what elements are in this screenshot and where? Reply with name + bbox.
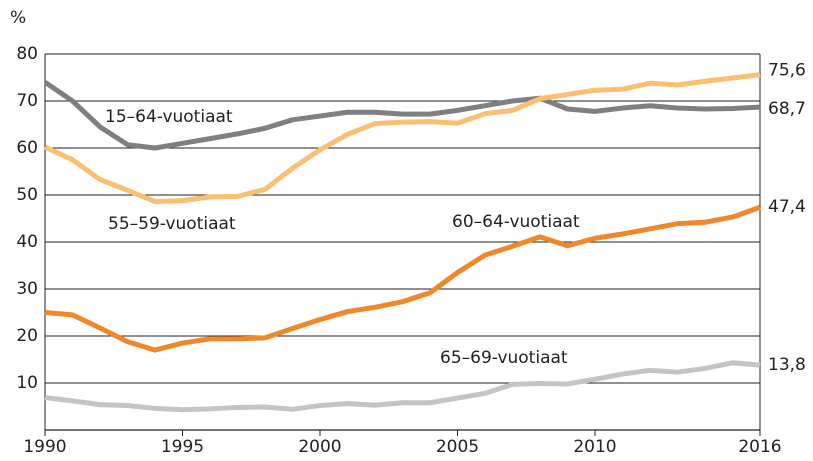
y-tick-label: 50	[16, 185, 38, 205]
series-label: 65–69-vuotiaat	[440, 348, 568, 368]
y-tick-label: 70	[16, 91, 38, 111]
y-tick-label: 80	[16, 44, 38, 64]
series-line	[43, 80, 761, 151]
x-tick-label: 1995	[161, 437, 204, 457]
value-label: 68,7	[768, 99, 806, 119]
value-label: 47,4	[768, 197, 806, 217]
y-tick-label: 40	[16, 232, 38, 252]
y-tick-label: 30	[16, 279, 38, 299]
value-label: 75,6	[768, 61, 806, 81]
value-label: 13,8	[768, 355, 806, 375]
x-tick-label: 2005	[436, 437, 479, 457]
x-tick-label: 1990	[23, 437, 66, 457]
x-tick-label: 2010	[573, 437, 616, 457]
y-axis-label: %	[10, 8, 26, 28]
y-tick-label: 60	[16, 138, 38, 158]
y-tick-label: 10	[16, 373, 38, 393]
series-line	[44, 360, 761, 413]
x-tick-label: 2000	[298, 437, 341, 457]
series-line	[43, 72, 761, 205]
series-label: 15–64-vuotiaat	[105, 107, 233, 127]
series-label: 55–59-vuotiaat	[108, 214, 236, 234]
x-tick-label: 2016	[738, 437, 781, 457]
series-line	[44, 204, 761, 353]
y-tick-label: 20	[16, 326, 38, 346]
series-label: 60–64-vuotiaat	[452, 212, 580, 232]
